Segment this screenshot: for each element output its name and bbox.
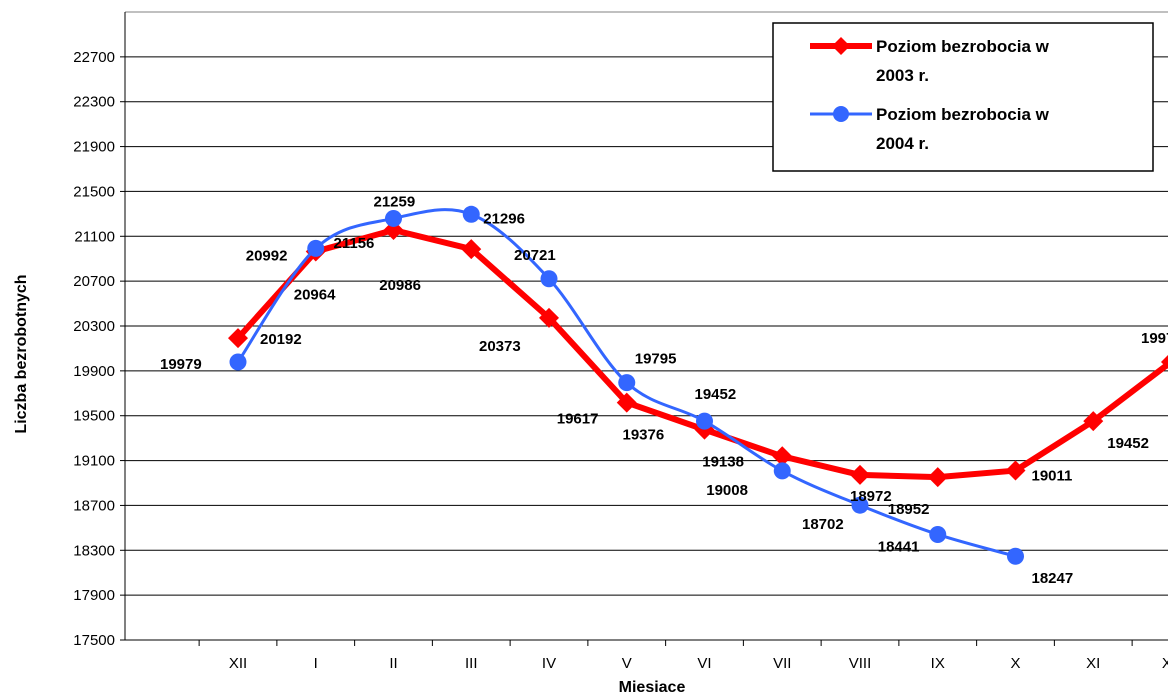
y-tick-label: 18300 [73,542,115,559]
data-point [618,374,636,392]
series-2003 [228,220,1168,488]
data-label: 20721 [514,247,556,264]
y-tick-label: 17500 [73,632,115,649]
y-axis-ticks: 17500 17900 18300 18700 19100 19500 19900 20300… [73,49,125,649]
data-point [1083,411,1104,432]
x-tick-label: III [465,655,478,672]
data-label: 19138 [702,453,744,470]
data-point [539,307,559,328]
legend-label: Poziom bezrobocia w [876,105,1050,124]
data-point [385,209,402,227]
y-tick-label: 21900 [73,139,115,156]
data-label: 21259 [374,193,416,210]
legend-label: Poziom bezrobocia w [876,37,1050,56]
data-point [1005,460,1026,481]
series-2004 [229,205,1024,565]
data-point [1007,547,1024,565]
series-layer [228,205,1168,565]
x-tick-label: VII [773,655,791,672]
data-label: 20986 [379,277,421,294]
data-label: 18972 [850,488,892,505]
data-point [850,464,870,485]
data-label: 21156 [334,235,375,252]
data-label: 19452 [1107,435,1149,452]
data-point [229,353,247,371]
x-tick-label: IV [542,655,556,672]
data-label: 18247 [1032,570,1074,587]
data-point [773,462,791,480]
data-label: 19795 [635,351,677,368]
data-label: 19008 [706,482,748,499]
series-line [235,227,1168,481]
x-tick-label: XI [1086,655,1100,672]
data-point [540,270,558,288]
y-tick-label: 20300 [73,318,115,335]
x-tick-label: VI [697,655,711,672]
x-tick-label: XII [229,655,247,672]
x-tick-label: XII [1162,655,1168,672]
data-point [851,496,869,514]
x-tick-label: X [1010,655,1020,672]
data-label: 20964 [294,287,336,304]
x-axis-ticks: XIIIIIIIIIVVVIVIIVIIIIXXXIXII [198,640,1168,672]
data-point [228,328,248,349]
legend-label: 2004 r. [876,134,929,153]
data-labels: 20192 20964 21156 20986 20373 19617 19376 19138… [160,193,1168,587]
y-tick-label: 21100 [74,228,115,245]
legend-item-2003: Poziom bezrobocia w 2003 r. [810,37,1050,85]
data-label: 21296 [483,210,525,227]
y-tick-label: 19100 [73,453,115,470]
legend-marker [832,37,850,55]
data-point [772,446,793,467]
x-axis-title: Miesiace [619,679,686,695]
legend-label: 2003 r. [876,66,929,85]
data-label: 19979 [160,356,202,373]
data-point [1161,354,1168,369]
x-tick-label: II [389,655,397,672]
data-label: 18952 [888,501,930,518]
y-tick-label: 19900 [73,363,115,380]
data-point [307,239,325,257]
y-tick-label: 17900 [73,587,115,604]
x-tick-label: VIII [849,655,872,672]
y-tick-label: 19500 [73,408,115,425]
data-label: 20192 [260,331,302,348]
data-label: 19452 [695,386,737,403]
y-tick-label: 22300 [73,94,115,111]
y-tick-label: 21500 [73,183,115,200]
y-tick-label: 22700 [73,49,115,66]
data-point [461,239,482,260]
data-point [462,205,480,223]
data-label: 19617 [557,411,599,428]
x-tick-label: IX [931,655,945,672]
data-label: 19011 [1032,468,1073,485]
x-tick-label: V [622,655,632,672]
data-label: 19376 [623,427,665,444]
y-axis-title: Liczba bezrobotnych [13,274,30,433]
legend-marker [833,106,849,122]
y-tick-label: 18700 [73,497,115,514]
data-label: 18702 [802,516,844,533]
data-label: 19979 [1141,330,1168,347]
y-tick-label: 20700 [73,273,115,290]
data-point [696,412,713,430]
data-point [927,467,948,488]
legend-item-2004: Poziom bezrobocia w 2004 r. [810,105,1050,153]
x-tick-label: I [314,655,318,672]
series-line [236,208,1016,558]
data-label: 20373 [479,338,521,355]
data-point [616,392,637,413]
data-point [929,525,947,543]
data-label: 20992 [246,247,288,264]
data-label: 18441 [878,538,920,555]
